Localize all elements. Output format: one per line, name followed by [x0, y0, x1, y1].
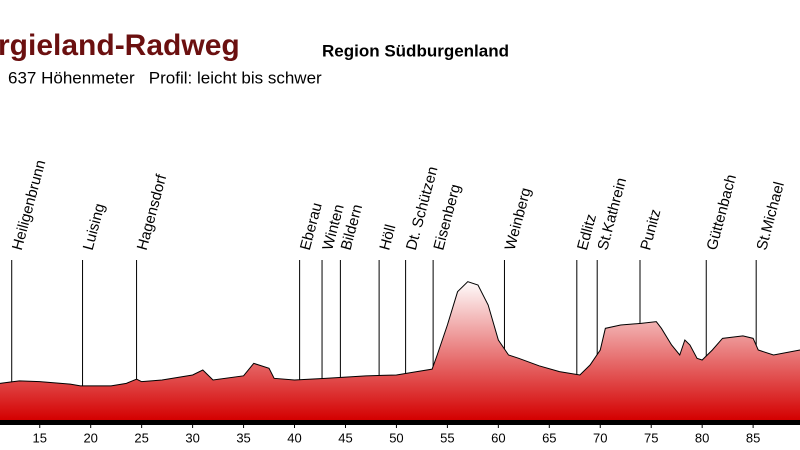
place-label: Weinberg — [502, 186, 535, 252]
annotation: 637 Höhenmeter Profil: leicht bis schwer — [8, 68, 322, 87]
place-label: Güttenbach — [704, 173, 740, 252]
place-label: Punitz — [637, 207, 664, 252]
x-tick-label: 40 — [287, 430, 301, 445]
place-label: St.Kathrein — [594, 176, 630, 252]
place-label: Eisenberg — [430, 182, 464, 252]
x-tick-label: 35 — [236, 430, 250, 445]
subtitle: Region Südburgenland — [322, 41, 509, 60]
x-tick-label: 25 — [134, 430, 148, 445]
place-label: St.Michael — [753, 180, 788, 252]
axis-bar — [0, 420, 800, 425]
place-label: Höll — [376, 223, 399, 252]
x-tick-label: 55 — [440, 430, 454, 445]
x-tick-label: 45 — [338, 430, 352, 445]
place-label: Hagensdorf — [134, 172, 171, 252]
x-tick-label: 80 — [695, 430, 709, 445]
x-tick-label: 60 — [491, 430, 505, 445]
x-tick-label: 30 — [185, 430, 199, 445]
chart-title: rgieland-Radweg — [0, 29, 240, 62]
x-tick-label: 85 — [746, 430, 760, 445]
elevation-line — [0, 281, 800, 387]
place-label: Heiligenbrunn — [9, 158, 49, 252]
x-tick-label: 50 — [389, 430, 403, 445]
x-tick-label: 75 — [644, 430, 658, 445]
x-tick-label: 70 — [593, 430, 607, 445]
place-label: Luising — [80, 202, 109, 252]
elevation-area — [0, 281, 800, 420]
x-tick-label: 65 — [542, 430, 556, 445]
x-tick-label: 20 — [83, 430, 97, 445]
x-tick-label: 15 — [33, 430, 47, 445]
